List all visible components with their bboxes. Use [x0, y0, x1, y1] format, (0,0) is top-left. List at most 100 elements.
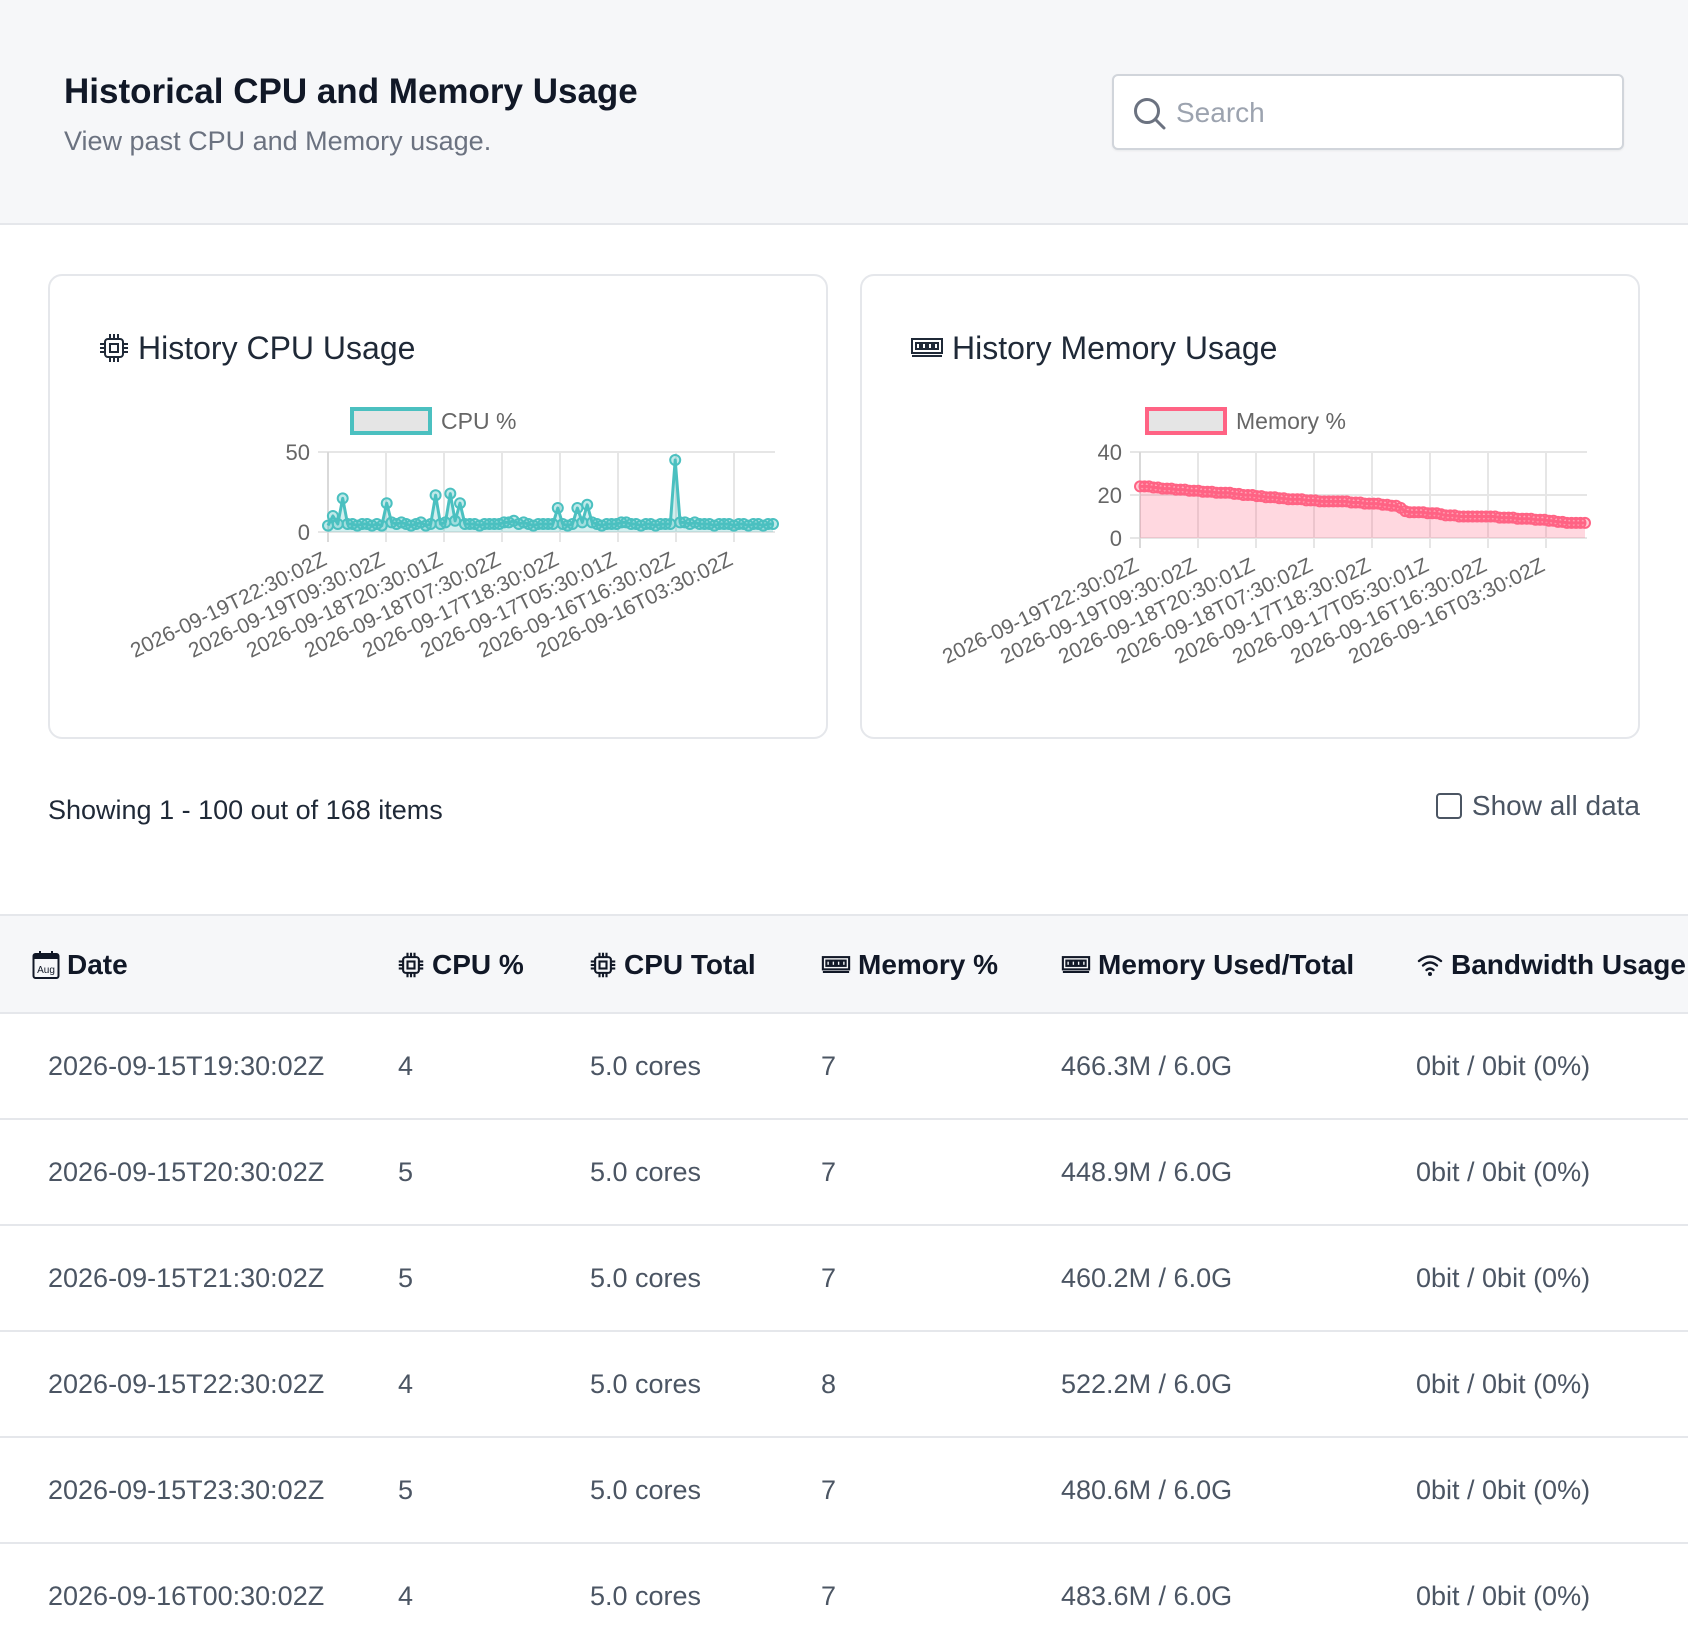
y-tick-label: 20	[1098, 483, 1122, 508]
show-all-checkbox[interactable]	[1435, 793, 1462, 819]
data-point[interactable]	[380, 497, 393, 510]
data-point[interactable]	[576, 516, 589, 529]
cpu-icon	[590, 952, 616, 978]
legend-swatch[interactable]	[350, 407, 432, 435]
data-point[interactable]	[566, 518, 579, 530]
memory-chart-card: History Memory Usage Memory % 0 20 40 2026-0…	[860, 274, 1640, 739]
table-row[interactable]: 2026-09-16T00:30:02Z 4 5.0 cores 7 483.6M / …	[0, 1544, 1688, 1648]
y-tick-label: 40	[1098, 440, 1122, 465]
cell-date: 2026-09-15T22:30:02Z	[48, 1368, 325, 1399]
column-header-label: CPU %	[432, 949, 524, 980]
data-point[interactable]	[336, 492, 349, 505]
cell-date: 2026-09-16T00:30:02Z	[48, 1580, 325, 1611]
cpu-chart-card: History CPU Usage CPU % 0 50 2026-09-19T22:…	[48, 274, 828, 739]
column-header-label: Bandwidth Usage	[1451, 949, 1686, 980]
legend-label[interactable]: Memory %	[1236, 408, 1346, 434]
column-header-date[interactable]: Aug Date	[32, 916, 128, 1014]
column-header-label: Memory %	[858, 949, 999, 980]
cpu-card-title-text: History CPU Usage	[138, 329, 416, 366]
data-point[interactable]	[571, 502, 584, 514]
cell-cpu-percent: 4	[398, 1580, 414, 1611]
cpu-icon	[100, 334, 128, 362]
data-point[interactable]	[581, 498, 594, 511]
cell-memory-used-total: 522.2M / 6.0G	[1061, 1368, 1233, 1399]
column-header-cpu-total[interactable]: CPU Total	[589, 916, 756, 1014]
cell-memory-percent: 8	[821, 1368, 837, 1399]
cell-memory-used-total: 480.6M / 6.0G	[1061, 1474, 1233, 1505]
page-subtitle: View past CPU and Memory usage.	[64, 126, 492, 156]
cell-date: 2026-09-15T23:30:02Z	[48, 1474, 325, 1505]
table-row[interactable]: 2026-09-15T22:30:02Z 4 5.0 cores 8 522.2M / …	[0, 1332, 1688, 1438]
column-header-cpu-percent[interactable]: CPU %	[397, 916, 524, 1014]
cell-memory-used-total: 460.2M / 6.0G	[1061, 1262, 1233, 1293]
cell-cpu-total: 5.0 cores	[590, 1156, 702, 1187]
cell-cpu-total: 5.0 cores	[590, 1580, 702, 1611]
data-point[interactable]	[322, 519, 334, 532]
data-point[interactable]	[444, 487, 457, 500]
cell-bandwidth-usage: 0bit / 0bit (0%)	[1416, 1474, 1591, 1505]
cpu-usage-chart: CPU %0502026-09-19T22:30:02Z2026-09-19T0…	[127, 407, 779, 663]
y-tick-label: 0	[298, 520, 310, 545]
column-header-memory-used-total[interactable]: Memory Used/Total	[1061, 916, 1354, 1014]
y-tick-label: 50	[286, 440, 310, 465]
cell-cpu-total: 5.0 cores	[590, 1050, 702, 1081]
data-point[interactable]	[424, 518, 437, 530]
data-point[interactable]	[1579, 516, 1591, 529]
data-point[interactable]	[454, 497, 466, 510]
wifi-icon	[1417, 955, 1443, 976]
page-title: Historical CPU and Memory Usage	[64, 72, 638, 111]
series-line	[1140, 484, 1585, 525]
cell-bandwidth-usage: 0bit / 0bit (0%)	[1416, 1156, 1591, 1187]
data-point[interactable]	[669, 454, 682, 466]
cell-memory-used-total: 448.9M / 6.0G	[1061, 1156, 1233, 1187]
show-all-data-toggle[interactable]: Show all data	[1435, 790, 1640, 822]
memory-icon	[1061, 956, 1091, 974]
cell-bandwidth-usage: 0bit / 0bit (0%)	[1416, 1050, 1591, 1081]
table-row[interactable]: 2026-09-15T19:30:02Z 4 5.0 cores 7 466.3M / …	[0, 1014, 1688, 1120]
series-line	[326, 458, 773, 528]
memory-icon	[911, 338, 943, 357]
data-point[interactable]	[767, 518, 779, 530]
cell-cpu-percent: 4	[398, 1050, 414, 1081]
cell-date: 2026-09-15T20:30:02Z	[48, 1156, 325, 1187]
search-icon	[1134, 98, 1166, 130]
table-row[interactable]: 2026-09-15T23:30:02Z 5 5.0 cores 7 480.6M / …	[0, 1438, 1688, 1544]
memory-usage-chart: Memory %020402026-09-19T22:30:02Z2026-09…	[939, 407, 1591, 669]
legend-label[interactable]: CPU %	[441, 408, 516, 434]
y-tick-label: 0	[1110, 526, 1122, 551]
usage-table: Aug Date CPU %	[0, 914, 1688, 1648]
data-point[interactable]	[429, 489, 442, 502]
cell-memory-used-total: 483.6M / 6.0G	[1061, 1580, 1233, 1611]
memory-card-title: History Memory Usage	[910, 328, 1277, 368]
data-point[interactable]	[449, 514, 462, 527]
cell-date: 2026-09-15T19:30:02Z	[48, 1050, 325, 1081]
data-point[interactable]	[439, 516, 452, 529]
data-point[interactable]	[664, 518, 677, 530]
cell-cpu-total: 5.0 cores	[590, 1474, 702, 1505]
cell-memory-used-total: 466.3M / 6.0G	[1061, 1050, 1233, 1081]
cell-memory-percent: 7	[821, 1262, 837, 1293]
legend-swatch[interactable]	[1145, 407, 1227, 435]
cell-cpu-percent: 5	[398, 1156, 414, 1187]
search-input[interactable]	[1176, 88, 1606, 138]
data-point[interactable]	[551, 502, 564, 514]
show-all-label: Show all data	[1471, 790, 1640, 821]
data-point[interactable]	[375, 519, 388, 532]
data-point[interactable]	[331, 518, 344, 530]
column-header-memory-percent[interactable]: Memory %	[821, 916, 998, 1014]
cell-date: 2026-09-15T21:30:02Z	[48, 1262, 325, 1293]
table-row[interactable]: 2026-09-15T20:30:02Z 5 5.0 cores 7 448.9M / …	[0, 1120, 1688, 1226]
column-header-label: Date	[67, 949, 128, 980]
cpu-icon	[398, 952, 424, 978]
search-box[interactable]	[1112, 74, 1624, 150]
cpu-card-title: History CPU Usage	[98, 328, 415, 368]
cell-memory-percent: 7	[821, 1050, 837, 1081]
table-row[interactable]: 2026-09-15T21:30:02Z 5 5.0 cores 7 460.2M / …	[0, 1226, 1688, 1332]
data-point[interactable]	[546, 518, 559, 530]
page-header: Historical CPU and Memory Usage View pas…	[0, 0, 1688, 225]
column-header-bandwidth-usage[interactable]: Bandwidth Usage	[1416, 916, 1686, 1014]
cell-cpu-total: 5.0 cores	[590, 1368, 702, 1399]
cell-cpu-percent: 4	[398, 1368, 414, 1399]
memory-icon	[821, 956, 851, 974]
table-header: Aug Date CPU %	[0, 914, 1688, 1014]
